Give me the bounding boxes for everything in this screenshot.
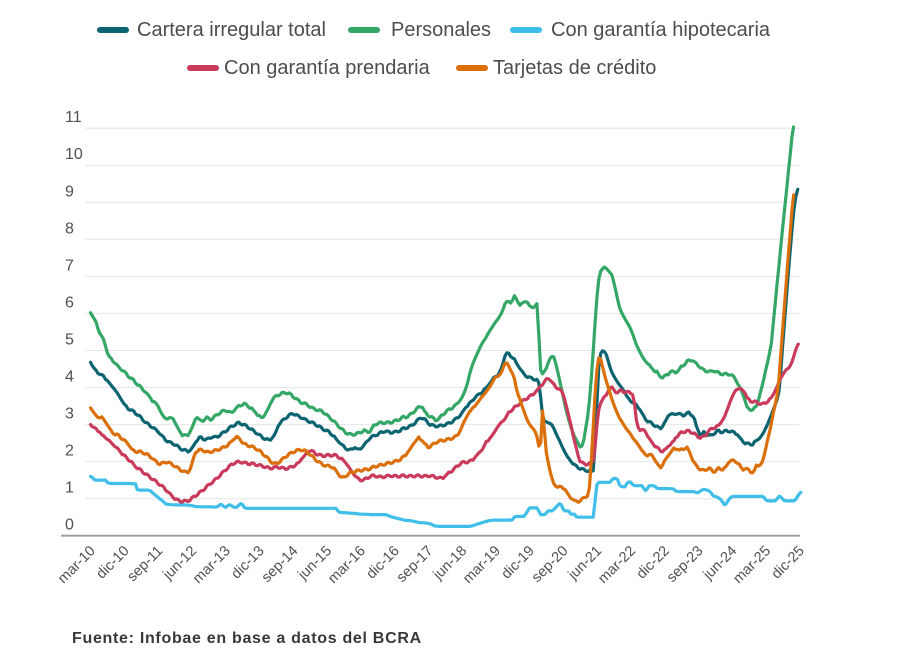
svg-text:mar-16: mar-16 [325,543,369,587]
svg-text:8: 8 [65,220,74,237]
svg-text:sep-17: sep-17 [394,543,437,586]
svg-text:3: 3 [65,406,74,423]
svg-text:6: 6 [65,294,74,311]
svg-text:sep-23: sep-23 [664,543,707,586]
svg-text:mar-19: mar-19 [460,543,504,587]
svg-text:sep-20: sep-20 [529,543,572,586]
svg-text:5: 5 [65,332,74,349]
svg-text:4: 4 [65,369,74,386]
svg-text:mar-25: mar-25 [730,543,774,587]
svg-text:sep-14: sep-14 [259,543,302,586]
svg-text:mar-10: mar-10 [55,543,99,587]
svg-text:7: 7 [65,257,74,274]
svg-text:sep-11: sep-11 [124,543,166,585]
svg-text:1: 1 [65,480,74,497]
svg-text:11: 11 [65,109,82,126]
svg-text:0: 0 [65,517,74,534]
svg-text:10: 10 [65,146,83,163]
svg-text:dic-25: dic-25 [769,543,808,582]
svg-text:mar-13: mar-13 [190,543,234,587]
svg-text:mar-22: mar-22 [595,543,639,587]
svg-text:2: 2 [65,443,74,460]
svg-text:9: 9 [65,183,74,200]
